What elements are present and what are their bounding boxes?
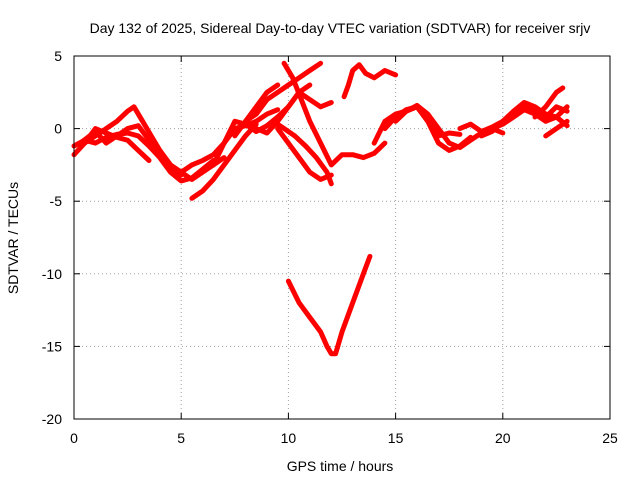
x-tick-label: 10 [281,430,297,446]
series-line-arc-4 [82,126,152,163]
series-line-arc-22 [532,85,566,120]
series-line-arc-10 [253,89,334,136]
y-tick-label: -10 [42,266,62,282]
y-tick-label: -20 [42,411,62,427]
y-tick-label: 0 [54,121,62,137]
series-line-arc-12 [281,60,388,168]
axis-ticks [73,55,611,420]
series-line-arc-9 [243,60,324,124]
series-line-arc-18 [393,102,506,150]
y-tick-label: -5 [50,193,63,209]
chart-title: Day 132 of 2025, Sidereal Day-to-day VTE… [90,20,591,36]
x-tick-label: 20 [495,430,511,446]
series-line-arc-14 [285,253,373,357]
x-tick-labels: 0 5 10 15 20 25 [70,430,618,446]
x-tick-label: 15 [388,430,404,446]
x-axis-label: GPS time / hours [287,458,394,474]
y-tick-labels: 5 0 -5 -10 -15 -20 [42,48,62,427]
series-line-arc-13 [275,126,334,182]
y-tick-label: -15 [42,338,62,354]
x-tick-label: 5 [177,430,185,446]
y-axis-label: SDTVAR / TECUs [5,182,21,294]
series-line-arc-11 [270,118,334,187]
series-line-arc-21 [489,107,570,132]
y-tick-label: 5 [54,48,62,64]
series-line-arc-15 [341,62,399,100]
series-line-arc-5 [189,121,259,201]
x-tick-label: 0 [70,430,78,446]
data-series [71,60,570,357]
x-tick-label: 25 [602,430,618,446]
series-line-arc-8 [232,82,281,139]
series-line-arc-2 [71,130,216,184]
series-line-arc-6 [178,107,281,175]
series-line-arc-3 [77,123,184,178]
series-line-arc-23 [543,118,570,139]
plot-frame [73,55,611,420]
